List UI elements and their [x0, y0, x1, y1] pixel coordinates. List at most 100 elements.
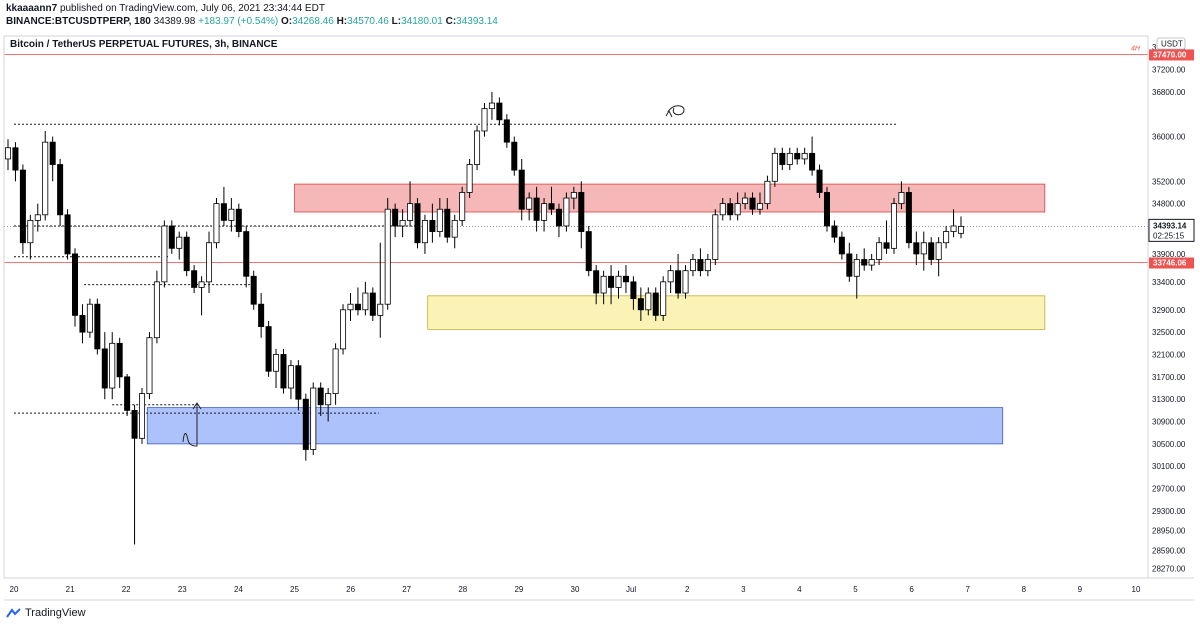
- candle-body: [868, 259, 875, 266]
- candle: [474, 125, 481, 171]
- candle: [258, 293, 265, 338]
- candle-body: [920, 242, 927, 255]
- price-tag-2: [1149, 49, 1194, 61]
- publish-info: published on TradingView.com, July 06, 2…: [59, 3, 325, 14]
- y-tick-label: 29700.00: [1152, 485, 1186, 494]
- candle-body: [198, 281, 205, 288]
- candle-body: [72, 253, 79, 316]
- candle-body: [712, 214, 719, 260]
- candle-body: [265, 326, 272, 372]
- x-tick-label: 26: [346, 585, 355, 594]
- candle: [153, 270, 160, 344]
- candle-body: [533, 197, 540, 221]
- candle-body: [578, 192, 585, 232]
- tradingview-logo-icon: [6, 608, 21, 618]
- y-tick-label: 30100.00: [1152, 462, 1186, 471]
- candle: [853, 253, 860, 299]
- x-tick-label: 21: [66, 585, 75, 594]
- candle: [57, 158, 64, 226]
- candle: [608, 265, 615, 305]
- candle: [719, 198, 726, 221]
- y-tick-label: 34800.00: [1152, 200, 1186, 209]
- candle: [689, 253, 696, 277]
- y-tick-label: 36000.00: [1152, 133, 1186, 142]
- candle-body: [488, 102, 495, 110]
- candle: [771, 147, 778, 187]
- candle: [12, 142, 19, 182]
- candle: [764, 175, 771, 210]
- candle: [876, 237, 883, 266]
- candle-body: [369, 292, 376, 316]
- candle: [176, 231, 183, 260]
- candle-body: [287, 365, 294, 389]
- candle: [347, 293, 354, 321]
- candle-body: [742, 197, 749, 205]
- candle-body: [801, 152, 808, 160]
- candle: [831, 220, 838, 243]
- candle: [503, 114, 510, 148]
- footer-brand[interactable]: TradingView: [6, 607, 86, 619]
- candle: [235, 203, 242, 238]
- hand-drawn-loop-mark: [665, 105, 685, 118]
- candle-body: [496, 102, 503, 121]
- candle-body: [27, 219, 34, 244]
- candle-body: [749, 197, 756, 210]
- x-tick-label: 28: [458, 585, 467, 594]
- candle: [957, 216, 965, 239]
- candle: [920, 231, 927, 271]
- candle: [905, 186, 912, 249]
- candle: [637, 287, 644, 321]
- candle: [42, 130, 49, 221]
- candle-body: [429, 219, 436, 232]
- candle: [697, 248, 704, 277]
- y-tick-label: 29300.00: [1152, 507, 1186, 516]
- candle: [109, 332, 116, 400]
- x-tick-label: 4: [797, 585, 802, 594]
- candle-body: [332, 348, 339, 395]
- candle-body: [49, 141, 56, 165]
- candle: [198, 276, 205, 316]
- candle-body: [667, 270, 674, 283]
- last-price: 34389.98: [153, 16, 196, 27]
- candle-body: [12, 147, 19, 171]
- candle: [392, 203, 399, 238]
- candle-body: [622, 275, 629, 283]
- candle-body: [280, 354, 287, 389]
- author-name[interactable]: kkaaaann7: [6, 3, 58, 14]
- y-tick-label: 30900.00: [1152, 418, 1186, 427]
- x-tick-label: Jul: [626, 585, 636, 594]
- candle-body: [779, 152, 786, 165]
- open-label: O:: [280, 16, 293, 27]
- candle: [622, 265, 629, 294]
- candle: [533, 186, 540, 232]
- candle-body: [816, 169, 823, 193]
- candle-body: [4, 147, 12, 160]
- candle-body: [153, 281, 160, 339]
- y-tick-label: 33400.00: [1152, 278, 1186, 287]
- candle-body: [235, 208, 242, 232]
- x-tick-label: 29: [514, 585, 523, 594]
- x-tick-label: 8: [1022, 585, 1027, 594]
- candle-body: [831, 225, 838, 238]
- candle-body: [608, 275, 615, 288]
- candle: [86, 298, 93, 338]
- x-tick-label: 22: [122, 585, 131, 594]
- candle-body: [697, 259, 704, 272]
- candle-body: [727, 203, 734, 216]
- x-tick-label: 3: [741, 585, 746, 594]
- candle-body: [421, 219, 428, 244]
- candle-body: [675, 270, 682, 294]
- candle-body: [518, 169, 525, 210]
- candle: [667, 265, 674, 294]
- candle: [675, 253, 682, 299]
- x-tick-label: 2: [685, 585, 690, 594]
- candle: [384, 198, 391, 310]
- candle: [526, 192, 533, 221]
- x-tick-label: 24: [234, 585, 243, 594]
- candle-body: [756, 203, 763, 210]
- candle: [27, 214, 34, 260]
- candle-body: [786, 152, 793, 165]
- candle: [421, 214, 428, 254]
- candle: [243, 225, 250, 288]
